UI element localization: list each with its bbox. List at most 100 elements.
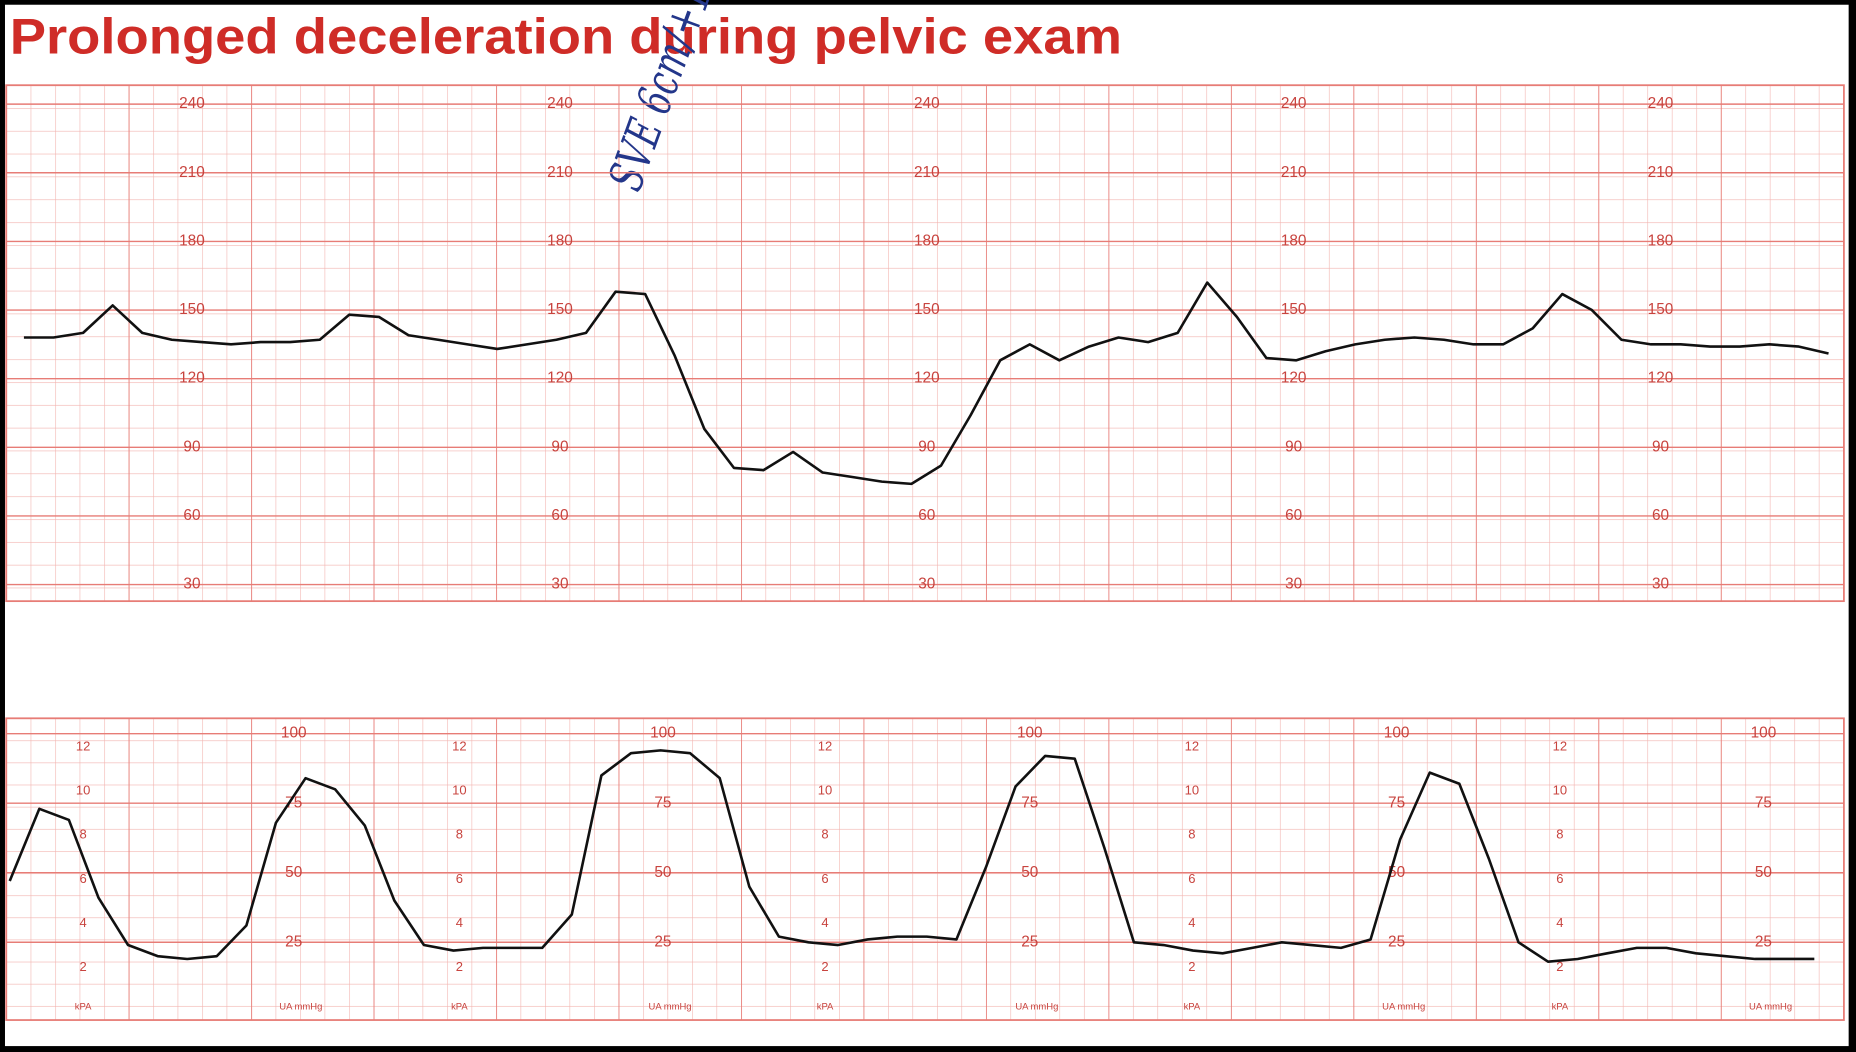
y-tick-label: 30: [1652, 576, 1669, 593]
y2-tick-label: 8: [1556, 827, 1563, 842]
y-tick-label: 60: [1285, 507, 1302, 524]
y-tick-label: 120: [1648, 370, 1674, 387]
y-tick-label: 25: [1755, 933, 1772, 950]
major-grid: [6, 85, 1844, 602]
y-tick-label: 180: [1281, 232, 1307, 249]
y2-tick-label: 8: [1188, 827, 1195, 842]
major-grid: [6, 718, 1844, 1021]
y-tick-label: 30: [918, 576, 935, 593]
y-tick-label: 50: [1755, 864, 1772, 881]
y-axis-label: UA mmHg: [279, 1002, 322, 1013]
y-tick-label: 150: [1648, 301, 1674, 318]
y-tick-label: 240: [547, 95, 573, 112]
chart-title: Prolonged deceleration during pelvic exa…: [10, 8, 1122, 64]
y-tick-label: 30: [551, 576, 568, 593]
y2-tick-label: 6: [79, 871, 86, 886]
y2-tick-label: 10: [1553, 782, 1567, 797]
y-tick-label: 120: [1281, 370, 1307, 387]
y2-tick-label: 2: [79, 959, 86, 974]
y2-tick-label: 8: [456, 827, 463, 842]
y2-tick-label: 10: [76, 782, 90, 797]
y-tick-label: 100: [1384, 725, 1410, 742]
y2-axis-label: kPA: [75, 1002, 92, 1013]
y-tick-label: 60: [183, 507, 200, 524]
y2-axis-label: kPA: [817, 1002, 834, 1013]
y-tick-label: 60: [918, 507, 935, 524]
y-tick-label: 180: [547, 232, 573, 249]
y2-tick-label: 12: [1185, 738, 1199, 753]
y2-tick-label: 12: [1553, 738, 1567, 753]
y2-tick-label: 12: [76, 738, 90, 753]
y2-tick-label: 6: [821, 871, 828, 886]
y-tick-label: 210: [914, 164, 940, 181]
ua-grid: [5, 717, 1845, 1021]
y-tick-label: 60: [1652, 507, 1669, 524]
y-tick-label: 240: [179, 95, 205, 112]
y-tick-label: 25: [654, 933, 671, 950]
y-tick-label: 150: [547, 301, 573, 318]
y2-tick-label: 8: [79, 827, 86, 842]
y-tick-label: 240: [914, 95, 940, 112]
trace: [23, 281, 1829, 486]
y-tick-label: 180: [179, 232, 205, 249]
y-tick-label: 25: [1021, 933, 1038, 950]
frame: [5, 717, 1845, 1021]
y-tick-label: 150: [179, 301, 205, 318]
y-tick-label: 210: [1281, 164, 1307, 181]
y-tick-label: 180: [1648, 232, 1674, 249]
frame: [5, 84, 1845, 603]
y-tick-label: 100: [650, 725, 676, 742]
y2-tick-label: 10: [452, 782, 466, 797]
y2-tick-label: 6: [1188, 871, 1195, 886]
y2-tick-label: 2: [1556, 959, 1563, 974]
y2-tick-label: 4: [456, 915, 463, 930]
y-tick-label: 50: [285, 864, 302, 881]
y-tick-label: 30: [183, 576, 200, 593]
y2-tick-label: 8: [821, 827, 828, 842]
y-tick-label: 25: [285, 933, 302, 950]
y-tick-label: 25: [1388, 933, 1405, 950]
y-tick-label: 90: [1652, 438, 1669, 455]
y-tick-label: 75: [285, 794, 302, 811]
y-tick-label: 75: [654, 794, 671, 811]
y2-tick-label: 4: [79, 915, 86, 930]
y-tick-label: 30: [1285, 576, 1302, 593]
y-tick-label: 75: [1388, 794, 1405, 811]
y-tick-label: 75: [1021, 794, 1038, 811]
y-tick-label: 240: [1281, 95, 1307, 112]
y-tick-label: 100: [1751, 725, 1777, 742]
trace: [8, 749, 1815, 964]
y-tick-label: 90: [183, 438, 200, 455]
y2-tick-label: 2: [456, 959, 463, 974]
y-axis-label: UA mmHg: [1382, 1002, 1425, 1013]
y2-axis-label: kPA: [1552, 1002, 1569, 1013]
y2-axis-label: kPA: [451, 1002, 468, 1013]
y2-tick-label: 6: [1556, 871, 1563, 886]
y-axis-label: UA mmHg: [1015, 1002, 1058, 1013]
y-tick-label: 75: [1755, 794, 1772, 811]
y-tick-label: 100: [281, 725, 307, 742]
y2-tick-label: 2: [821, 959, 828, 974]
y2-tick-label: 10: [818, 782, 832, 797]
y2-tick-label: 4: [821, 915, 828, 930]
y2-tick-label: 2: [1188, 959, 1195, 974]
y-tick-label: 90: [1285, 438, 1302, 455]
y-axis-label: UA mmHg: [1749, 1002, 1792, 1013]
y-tick-label: 120: [914, 370, 940, 387]
y2-tick-label: 12: [818, 738, 832, 753]
fhr-grid: [5, 84, 1845, 603]
y2-tick-label: 4: [1188, 915, 1195, 930]
y-tick-label: 50: [654, 864, 671, 881]
y-tick-label: 210: [1648, 164, 1674, 181]
y2-tick-label: 6: [456, 871, 463, 886]
y-tick-label: 120: [547, 370, 573, 387]
y2-tick-label: 12: [452, 738, 466, 753]
y-tick-label: 120: [179, 370, 205, 387]
y-tick-label: 210: [547, 164, 573, 181]
y-axis-label: UA mmHg: [648, 1002, 691, 1013]
y-tick-label: 150: [914, 301, 940, 318]
y2-tick-label: 10: [1185, 782, 1199, 797]
y-tick-label: 90: [918, 438, 935, 455]
